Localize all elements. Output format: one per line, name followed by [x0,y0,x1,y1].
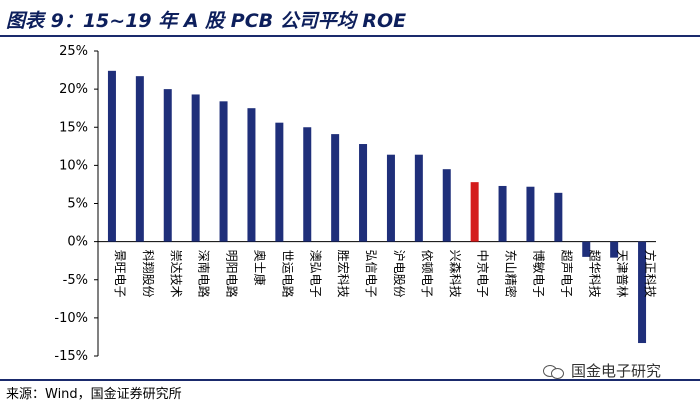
title-bar: 图表 9：15~19 年 A 股 PCB 公司平均 ROE [0,0,700,36]
y-tick-label: 25% [59,44,88,59]
wechat-icon [543,364,565,379]
x-category-label: 东山精密 [504,250,519,298]
x-category-label: 博敏电子 [531,250,546,298]
y-tick-label: 10% [59,158,88,173]
y-tick-label: 15% [59,120,88,135]
x-category-label: 深南电路 [197,250,212,298]
x-axis-labels: 景旺电子 科翔股份 崇达技术 深南电路 明阳电路 奥士康 世运电路 澳弘电子 胜宏科技 弘信电子沪… [113,250,658,298]
bar-15 [498,185,507,242]
x-category-label: 世运电路 [280,250,295,298]
bar-17 [554,192,563,242]
bar-20 [638,241,647,344]
top-rule [0,35,700,37]
roe-bar-chart: 25% 20% 15% 10% 5% 0% -5% -10% -15% 景旺电子 科翔股份 崇达技术… [54,44,658,364]
x-category-label: 胜宏科技 [336,250,351,298]
bar-18 [582,241,591,257]
bar-4 [191,94,200,242]
y-tick-label: -15% [54,349,88,364]
bar-3 [163,89,172,242]
x-category-label: 方正科技 [643,250,658,298]
y-tick-label: -10% [54,311,88,326]
x-category-label: 澳弘电子 [308,250,322,298]
bar-10 [359,144,368,242]
chart-title: 图表 9：15~19 年 A 股 PCB 公司平均 ROE [6,10,407,32]
y-tick-label: 5% [67,197,88,212]
bars [107,70,647,344]
x-category-label: 明阳电路 [225,250,240,298]
bar-13 [442,169,451,242]
x-category-label: 沪电股份 [392,250,406,298]
watermark: 国金电子研究 [543,360,661,381]
x-category-label: 超华科技 [587,250,602,298]
x-category-label: 超声电子 [559,250,574,298]
bar-1 [107,70,116,242]
watermark-text: 国金电子研究 [571,362,662,380]
y-axis: 25% 20% 15% 10% 5% 0% -5% -10% -15% [54,44,656,364]
bar-9 [331,134,340,242]
bar-16 [526,186,535,242]
x-category-label: 兴森科技 [448,250,463,298]
bar-2 [135,76,144,242]
bar-14 [470,182,479,242]
bar-7 [275,122,284,242]
bar-8 [303,127,312,242]
y-tick-label: 20% [59,82,88,97]
y-tick-label: 0% [67,235,88,250]
bar-6 [247,108,256,242]
x-category-label: 崇达技术 [169,250,183,298]
x-category-label: 奥士康 [252,250,267,286]
bar-19 [610,241,619,258]
source-note: 来源：Wind，国金证券研究所 [6,387,182,402]
x-category-label: 中京电子 [476,250,491,298]
y-tick-label: -5% [63,273,88,288]
x-category-label: 科翔股份 [141,250,155,298]
bar-11 [386,154,395,242]
x-category-label: 弘信电子 [364,250,378,298]
bar-12 [414,154,423,242]
x-category-label: 天津普林 [615,250,629,298]
x-category-label: 景旺电子 [113,250,127,298]
x-category-label: 依顿电子 [420,250,435,298]
bottom-rule [0,379,700,381]
bar-5 [219,101,228,242]
